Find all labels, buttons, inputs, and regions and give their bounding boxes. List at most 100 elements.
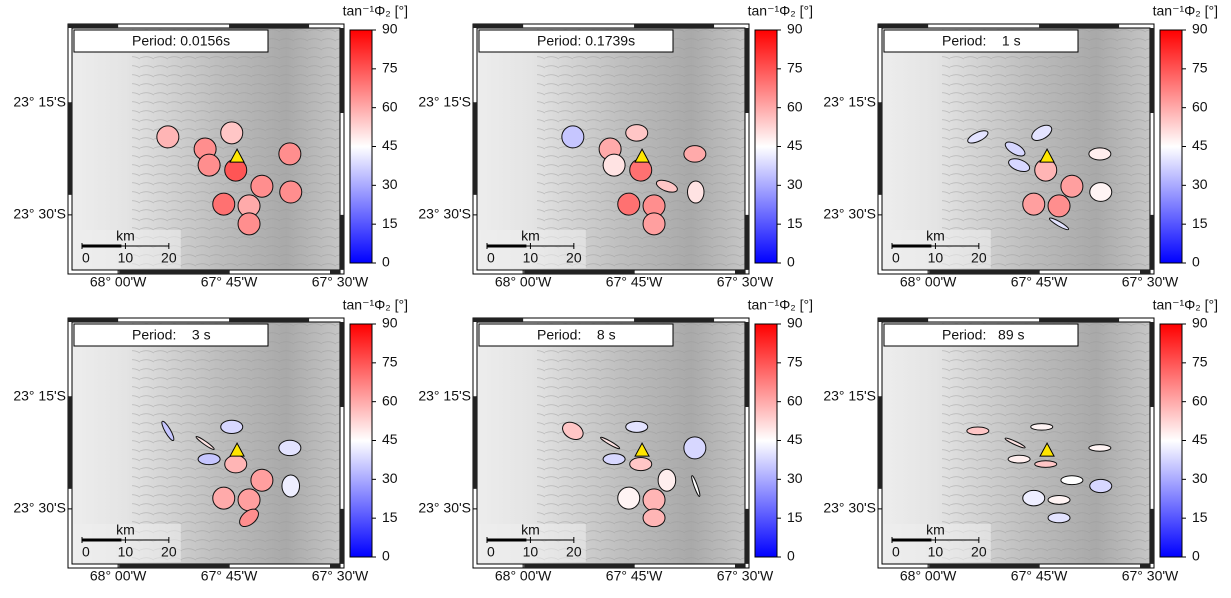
phase-tensor-ellipse xyxy=(967,427,989,435)
phase-tensor-ellipse xyxy=(1090,479,1112,492)
y-tick-label: 23° 30'S xyxy=(13,500,66,516)
frame-bar xyxy=(1140,270,1150,274)
frame-bar xyxy=(473,103,477,195)
phase-tensor-ellipse xyxy=(1089,148,1111,160)
scale-tick-label: 10 xyxy=(928,250,944,266)
x-tick-label: 67° 30'W xyxy=(312,274,369,290)
scale-tick-label: 0 xyxy=(487,544,495,560)
colorbar-label: tan⁻¹Φ₂ [°] xyxy=(1153,3,1218,19)
x-tick-label: 68° 00'W xyxy=(900,568,957,584)
frame-bar xyxy=(68,318,118,322)
phase-tensor-ellipse xyxy=(198,454,220,465)
colorbar-label: tan⁻¹Φ₂ [°] xyxy=(1153,297,1218,313)
phase-tensor-ellipse xyxy=(1023,490,1045,505)
frame-bar xyxy=(340,322,344,407)
frame-bar xyxy=(119,270,229,274)
scale-tick-label: 0 xyxy=(892,544,900,560)
phase-tensor-ellipse xyxy=(1090,183,1112,202)
frame-bar xyxy=(473,24,523,28)
frame-bar xyxy=(1150,322,1154,407)
x-tick-label: 67° 45'W xyxy=(201,274,258,290)
panel-title: Period: 0.1739s xyxy=(537,33,635,49)
scale-bar-unit: km xyxy=(116,228,135,244)
phase-tensor-ellipse xyxy=(198,154,220,176)
phase-tensor-ellipse xyxy=(1031,424,1053,431)
phase-tensor-ellipse xyxy=(626,421,648,432)
scale-tick-label: 0 xyxy=(487,250,495,266)
phase-tensor-ellipse xyxy=(643,509,665,527)
frame-bar xyxy=(1150,509,1154,564)
colorbar-tick-label: 90 xyxy=(1192,21,1208,37)
frame-bar xyxy=(878,397,882,489)
scale-tick-label: 0 xyxy=(892,250,900,266)
colorbar-tick-label: 45 xyxy=(787,431,803,447)
colorbar-tick-label: 30 xyxy=(382,470,398,486)
frame-bar xyxy=(929,564,1039,568)
colorbar-tick-label: 0 xyxy=(1192,254,1200,270)
frame-bar xyxy=(524,564,634,568)
phase-tensor-ellipse xyxy=(221,122,243,144)
phase-tensor-ellipse xyxy=(1048,513,1070,523)
x-tick-label: 67° 45'W xyxy=(1011,568,1068,584)
colorbar-tick-label: 0 xyxy=(382,548,390,564)
phase-tensor-ellipse xyxy=(562,126,584,148)
colorbar-tick-label: 60 xyxy=(1192,392,1208,408)
panel-title: Period: 0.0156s xyxy=(132,33,230,49)
y-tick-label: 23° 15'S xyxy=(823,94,876,110)
colorbar-tick-label: 60 xyxy=(787,392,803,408)
y-tick-label: 23° 30'S xyxy=(823,206,876,222)
scale-tick-label: 10 xyxy=(523,250,539,266)
phase-tensor-ellipse xyxy=(1048,195,1070,217)
colorbar-tick-label: 45 xyxy=(1192,137,1208,153)
panel-title: Period: 1 s xyxy=(942,33,1021,49)
scale-tick-label: 20 xyxy=(566,250,582,266)
scale-tick-label: 10 xyxy=(118,544,134,560)
phase-tensor-ellipse xyxy=(238,489,260,511)
frame-bar xyxy=(330,564,340,568)
frame-bar xyxy=(745,322,749,407)
phase-tensor-ellipse xyxy=(238,213,260,235)
y-tick-label: 23° 30'S xyxy=(418,500,471,516)
colorbar xyxy=(755,30,777,263)
x-tick-label: 68° 00'W xyxy=(90,274,147,290)
map-panel: 68° 00'W67° 45'W67° 30'W23° 15'S23° 30'S… xyxy=(418,3,813,290)
phase-tensor-ellipse xyxy=(157,126,179,148)
colorbar-tick-label: 15 xyxy=(787,215,803,231)
frame-bar xyxy=(878,24,928,28)
phase-tensor-ellipse xyxy=(603,454,625,465)
frame-bar xyxy=(745,28,749,113)
x-tick-label: 67° 30'W xyxy=(312,568,369,584)
frame-bar xyxy=(745,215,749,270)
colorbar-tick-label: 75 xyxy=(1192,60,1208,76)
x-tick-label: 67° 30'W xyxy=(1122,274,1179,290)
phase-tensor-ellipse xyxy=(643,489,665,511)
frame-bar xyxy=(745,509,749,564)
x-tick-label: 67° 30'W xyxy=(1122,568,1179,584)
figure: 68° 00'W 67° 45'W 67° 30'W 23° 15'S 23° 30'S… xyxy=(0,0,1231,593)
scale-bar-unit: km xyxy=(926,228,945,244)
y-tick-label: 23° 30'S xyxy=(823,500,876,516)
phase-tensor-ellipse xyxy=(1061,476,1083,485)
phase-tensor-ellipse xyxy=(279,440,301,455)
frame-bar xyxy=(330,270,340,274)
colorbar-tick-label: 60 xyxy=(382,98,398,114)
colorbar-tick-label: 30 xyxy=(382,176,398,192)
panel-title: Period: 8 s xyxy=(537,327,616,343)
phase-tensor-ellipse xyxy=(684,146,706,163)
frame-bar xyxy=(1039,318,1119,322)
phase-tensor-ellipse xyxy=(1008,455,1030,463)
frame-bar xyxy=(1150,215,1154,270)
frame-bar xyxy=(68,24,118,28)
colorbar-tick-label: 90 xyxy=(787,21,803,37)
colorbar-tick-label: 45 xyxy=(1192,431,1208,447)
phase-tensor-ellipse xyxy=(213,487,235,509)
frame-bar xyxy=(68,103,72,195)
frame-bar xyxy=(878,103,882,195)
y-tick-label: 23° 15'S xyxy=(418,388,471,404)
frame-bar xyxy=(340,509,344,564)
colorbar-tick-label: 0 xyxy=(1192,548,1200,564)
scale-bar-unit: km xyxy=(116,522,135,538)
phase-tensor-ellipse xyxy=(626,125,648,142)
